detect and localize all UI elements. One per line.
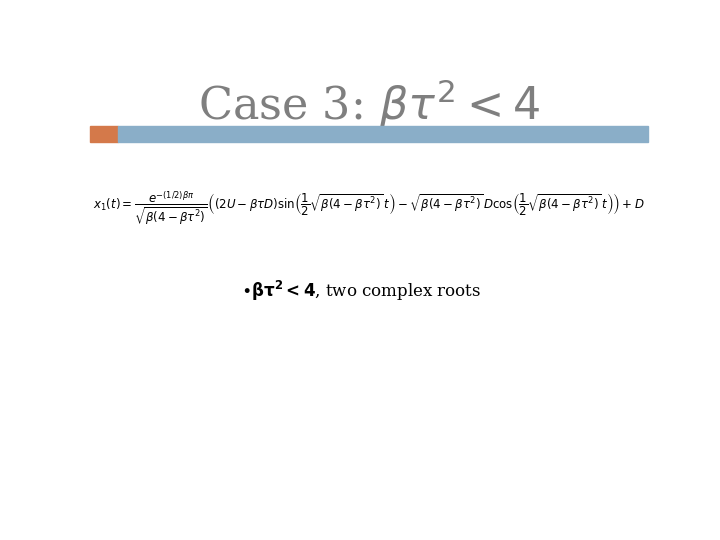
Text: $x_1(t) = \dfrac{e^{-(1/2)\beta\pi}}{\sqrt{\beta(4-\beta\tau^2)}}\left((2U - \be: $x_1(t) = \dfrac{e^{-(1/2)\beta\pi}}{\sq… <box>93 190 645 227</box>
Text: Case 3: $\beta\tau^2 < 4$: Case 3: $\beta\tau^2 < 4$ <box>198 78 540 131</box>
Bar <box>118 126 648 141</box>
Text: $\bullet\mathbf{\beta\tau^2}$$\mathbf{<4}$, two complex roots: $\bullet\mathbf{\beta\tau^2}$$\mathbf{<4… <box>240 279 481 303</box>
Bar <box>90 126 118 141</box>
